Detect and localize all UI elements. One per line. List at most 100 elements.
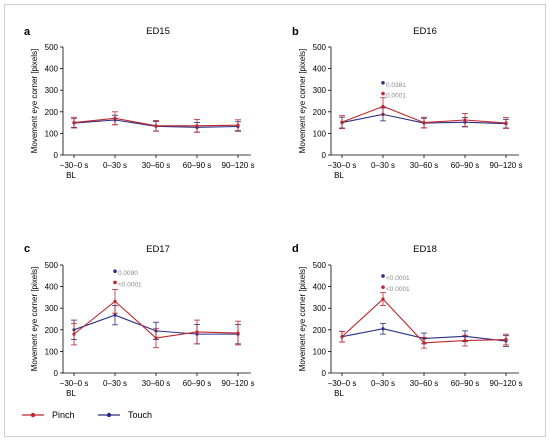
x-tick-label: 60–90 s <box>183 161 211 170</box>
series-pinch <box>339 97 509 130</box>
y-tick-label: 0 <box>322 151 327 160</box>
series-pinch <box>71 289 241 349</box>
x-tick-label: 0–30 s <box>371 161 395 170</box>
data-point <box>154 124 158 128</box>
x-tick-label: −30–0 s <box>60 379 89 388</box>
significance-marker <box>381 274 385 278</box>
legend-item-pinch: Pinch <box>22 410 75 420</box>
baseline-label: BL <box>334 389 344 398</box>
series-pinch <box>71 111 241 133</box>
x-tick-label: −30–0 s <box>328 161 357 170</box>
y-tick-label: 300 <box>45 304 59 313</box>
data-point <box>154 336 158 340</box>
x-tick-label: 90–120 s <box>222 161 255 170</box>
panel-letter: a <box>24 26 31 38</box>
data-point <box>236 123 240 127</box>
y-tick-label: 0 <box>54 151 59 160</box>
p-value-label: <0.0001 <box>386 286 410 293</box>
legend-marker <box>106 412 112 418</box>
data-point <box>236 331 240 335</box>
data-point <box>72 332 76 336</box>
panel-title: ED17 <box>146 244 170 255</box>
x-tick-label: 60–90 s <box>451 379 479 388</box>
y-axis-label: Movement eye corner [pixels] <box>30 49 39 154</box>
significance-marker <box>113 269 117 274</box>
x-tick-label: 60–90 s <box>451 161 479 170</box>
y-tick-label: 200 <box>313 326 327 335</box>
y-tick-label: 300 <box>313 304 327 313</box>
data-point <box>340 120 344 124</box>
significance-marker <box>381 81 385 85</box>
y-tick-label: 500 <box>313 43 327 52</box>
legend-marker <box>30 412 36 418</box>
x-tick-label: −30–0 s <box>328 379 357 388</box>
y-axis-label: Movement eye corner [pixels] <box>30 267 39 372</box>
legend-item-touch: Touch <box>98 410 152 420</box>
panel-a: a ED15 0 100 200 300 400 500 −30–0 s 0–30 s 30–60 … <box>24 26 254 180</box>
y-tick-label: 0 <box>322 369 327 378</box>
y-tick-label: 400 <box>45 65 59 74</box>
y-tick-label: 0 <box>54 369 59 378</box>
x-tick-label: 0–30 s <box>371 379 395 388</box>
x-tick-label: 30–60 s <box>142 161 170 170</box>
panel-d: d ED18 0 100 200 300 400 500 −30–0 s 0–30 s 30–60 … <box>292 243 522 398</box>
data-point <box>340 335 344 339</box>
panel-letter: c <box>24 243 30 255</box>
y-tick-label: 500 <box>313 261 327 270</box>
panel-letter: b <box>292 26 299 38</box>
figure-frame <box>4 4 546 437</box>
y-tick-label: 400 <box>313 65 327 74</box>
x-tick-label: 0–30 s <box>103 161 127 170</box>
y-tick-label: 500 <box>45 43 59 52</box>
y-tick-label: 300 <box>45 86 59 95</box>
y-tick-label: 100 <box>313 129 327 138</box>
data-point <box>422 341 426 345</box>
x-tick-label: 90–120 s <box>490 379 523 388</box>
panel-title: ED18 <box>413 244 437 255</box>
panel-title: ED15 <box>146 26 170 37</box>
y-tick-label: 200 <box>45 108 59 117</box>
panel-letter: d <box>292 243 299 255</box>
x-tick-label: 0–30 s <box>103 379 127 388</box>
y-axis-label: Movement eye corner [pixels] <box>298 49 307 154</box>
data-point <box>195 124 199 128</box>
x-tick-label: 90–120 s <box>222 379 255 388</box>
baseline-label: BL <box>66 389 76 398</box>
data-point <box>195 330 199 334</box>
data-point <box>72 121 76 125</box>
panel-c: c ED17 0 100 200 300 400 500 −30–0 s 0–30 s 30–60 … <box>24 243 254 398</box>
data-point <box>113 313 117 317</box>
y-tick-label: 100 <box>45 129 59 138</box>
y-tick-label: 300 <box>313 86 327 95</box>
significance-marker <box>113 280 117 285</box>
panels: a ED15 0 100 200 300 400 500 −30–0 s 0–30 s 30–60 … <box>24 26 522 398</box>
p-value-label: <0.0001 <box>386 275 410 282</box>
significance-marker <box>381 285 385 289</box>
p-value-label: 0.0090 <box>118 270 138 277</box>
data-point <box>381 297 385 301</box>
legend-label: Pinch <box>52 410 75 420</box>
data-point <box>463 339 467 343</box>
significance-marker <box>381 91 385 96</box>
series-pinch <box>339 292 509 349</box>
panel-b: b ED16 0 100 200 300 400 500 −30–0 s 0–30 s 30–60 … <box>292 26 522 180</box>
x-tick-label: 30–60 s <box>142 379 170 388</box>
x-tick-label: 60–90 s <box>183 379 211 388</box>
y-tick-label: 200 <box>45 326 59 335</box>
y-tick-label: 100 <box>45 347 59 356</box>
baseline-label: BL <box>66 171 76 180</box>
data-point <box>113 116 117 120</box>
data-point <box>381 104 385 108</box>
legend-label: Touch <box>128 410 152 420</box>
data-point <box>463 118 467 122</box>
data-point <box>504 121 508 125</box>
x-tick-label: 90–120 s <box>490 161 523 170</box>
y-tick-label: 200 <box>313 108 327 117</box>
x-tick-label: 30–60 s <box>410 161 438 170</box>
p-value-label: 0.0001 <box>386 93 406 100</box>
data-point <box>422 121 426 125</box>
baseline-label: BL <box>334 171 344 180</box>
y-tick-label: 500 <box>45 261 59 270</box>
y-axis-label: Movement eye corner [pixels] <box>298 267 307 372</box>
data-point <box>113 299 117 303</box>
